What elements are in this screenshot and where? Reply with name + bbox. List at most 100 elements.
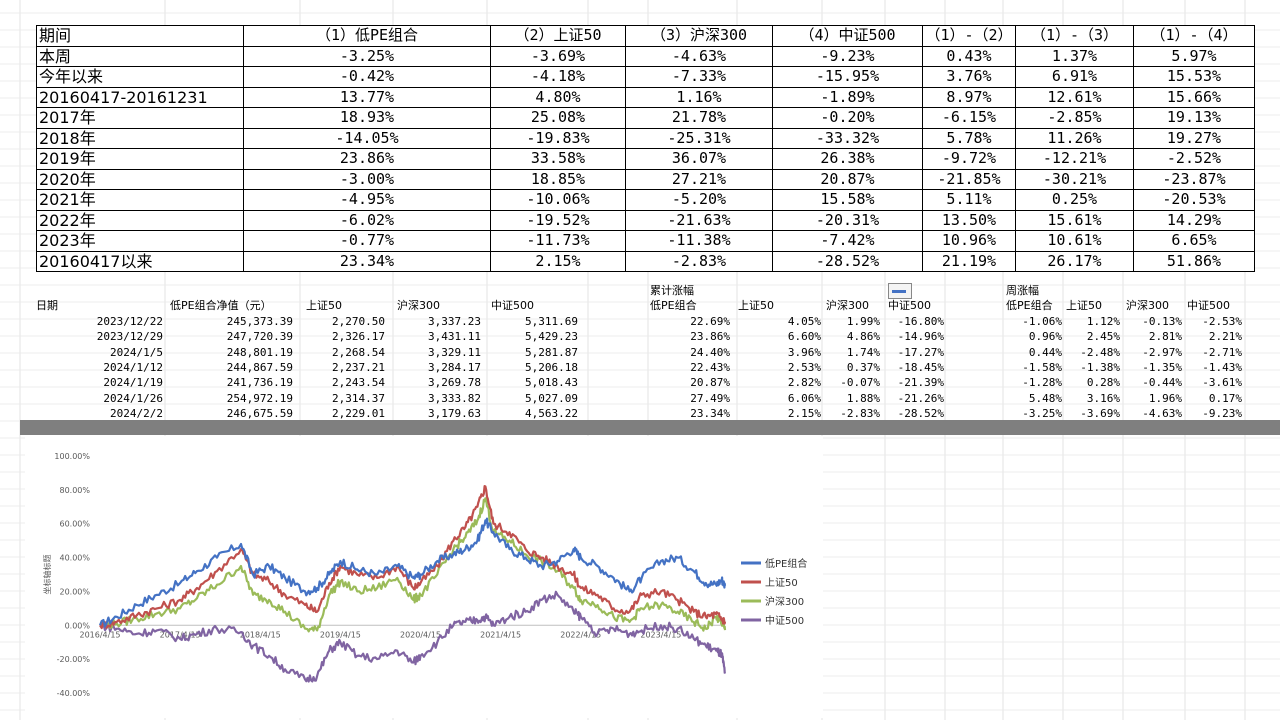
return-cell[interactable]: 1.37% xyxy=(1015,45,1134,67)
detail-value-cell[interactable]: -2.97% xyxy=(1142,345,1182,359)
detail-value-cell[interactable]: 3,431.11 xyxy=(428,330,481,344)
detail-value-cell[interactable]: -2.71% xyxy=(1202,345,1242,359)
chart-filter-icon[interactable] xyxy=(888,283,912,299)
detail-value-cell[interactable]: -1.58% xyxy=(1022,360,1062,374)
detail-date-cell[interactable]: 2023/12/29 xyxy=(96,330,163,344)
return-cell[interactable]: 5.78% xyxy=(922,127,1016,149)
return-cell[interactable]: 3.76% xyxy=(922,66,1016,88)
detail-header-cell[interactable]: 沪深300 xyxy=(397,299,440,312)
return-cell[interactable]: -1.89% xyxy=(772,86,923,108)
detail-value-cell[interactable]: 3.96% xyxy=(787,345,821,359)
detail-value-cell[interactable]: 3,329.11 xyxy=(428,345,481,359)
detail-value-cell[interactable]: 22.43% xyxy=(690,360,730,374)
period-cell[interactable]: 20160417以来 xyxy=(36,250,244,272)
return-cell[interactable]: -9.23% xyxy=(772,45,923,67)
detail-value-cell[interactable]: 5,206.18 xyxy=(525,360,578,374)
period-cell[interactable]: 2017年 xyxy=(36,107,244,129)
return-cell[interactable]: 27.21% xyxy=(625,168,773,190)
detail-value-cell[interactable]: -1.28% xyxy=(1022,376,1062,390)
return-cell[interactable]: -2.85% xyxy=(1015,107,1134,129)
detail-value-cell[interactable]: 247,720.39 xyxy=(226,330,293,344)
detail-value-cell[interactable]: 22.69% xyxy=(690,315,730,328)
detail-date-cell[interactable]: 2023/12/22 xyxy=(96,315,163,328)
period-cell[interactable]: 20160417-20161231 xyxy=(36,86,244,108)
return-cell[interactable]: -20.53% xyxy=(1133,189,1255,211)
detail-value-cell[interactable]: 254,972.19 xyxy=(226,391,293,405)
return-cell[interactable]: 1.16% xyxy=(625,86,773,108)
detail-value-cell[interactable]: 3,333.82 xyxy=(428,391,481,405)
detail-value-cell[interactable]: 2,237.21 xyxy=(332,360,385,374)
period-cell[interactable]: 2019年 xyxy=(36,148,244,170)
return-cell[interactable]: -21.85% xyxy=(922,168,1016,190)
detail-value-cell[interactable]: 3.16% xyxy=(1086,391,1120,405)
return-cell[interactable]: 6.65% xyxy=(1133,230,1255,252)
return-cell[interactable]: 10.61% xyxy=(1015,230,1134,252)
detail-header-cell[interactable]: 上证50 xyxy=(1066,299,1102,312)
return-cell[interactable]: -14.05% xyxy=(243,127,491,149)
detail-value-cell[interactable]: 5,311.69 xyxy=(525,315,578,328)
return-cell[interactable]: 21.19% xyxy=(922,250,1016,272)
detail-value-cell[interactable]: 2.53% xyxy=(787,360,821,374)
detail-value-cell[interactable]: -0.07% xyxy=(840,376,880,390)
detail-value-cell[interactable]: 0.17% xyxy=(1208,391,1242,405)
detail-value-cell[interactable]: 5,027.09 xyxy=(525,391,578,405)
period-cell[interactable]: 2023年 xyxy=(36,230,244,252)
return-cell[interactable]: 11.26% xyxy=(1015,127,1134,149)
detail-date-cell[interactable]: 2024/1/12 xyxy=(103,360,163,374)
period-cell[interactable]: 本周 xyxy=(36,45,244,67)
return-cell[interactable]: -19.83% xyxy=(490,127,626,149)
detail-date-cell[interactable]: 2024/1/19 xyxy=(103,376,163,390)
return-cell[interactable]: -2.83% xyxy=(625,250,773,272)
detail-value-cell[interactable]: 2.15% xyxy=(787,406,821,420)
detail-value-cell[interactable]: 1.74% xyxy=(846,345,880,359)
detail-header-cell[interactable]: 中证500 xyxy=(1187,299,1230,312)
return-cell[interactable]: 18.93% xyxy=(243,107,491,129)
detail-header-cell[interactable]: 上证50 xyxy=(738,299,774,312)
detail-value-cell[interactable]: 5,429.23 xyxy=(525,330,578,344)
return-cell[interactable]: 6.91% xyxy=(1015,66,1134,88)
return-cell[interactable]: -15.95% xyxy=(772,66,923,88)
return-cell[interactable]: -4.95% xyxy=(243,189,491,211)
return-cell[interactable]: -20.31% xyxy=(772,209,923,231)
detail-value-cell[interactable]: 2,270.50 xyxy=(332,315,385,328)
detail-value-cell[interactable]: -0.13% xyxy=(1142,315,1182,328)
detail-header-cell[interactable]: 中证500 xyxy=(888,299,931,312)
return-cell[interactable]: 20.87% xyxy=(772,168,923,190)
detail-value-cell[interactable]: 1.12% xyxy=(1086,315,1120,328)
return-cell[interactable]: 21.78% xyxy=(625,107,773,129)
detail-value-cell[interactable]: 0.28% xyxy=(1086,376,1120,390)
detail-header-cell[interactable]: 中证500 xyxy=(491,299,534,312)
cumulative-group-label[interactable]: 累计涨幅 xyxy=(650,284,694,297)
return-cell[interactable]: 14.29% xyxy=(1133,209,1255,231)
detail-value-cell[interactable]: 3,337.23 xyxy=(428,315,481,328)
detail-value-cell[interactable]: 2,229.01 xyxy=(332,406,385,420)
return-cell[interactable]: （4）中证500 xyxy=(772,25,923,47)
return-cell[interactable]: 0.43% xyxy=(922,45,1016,67)
detail-value-cell[interactable]: 5,018.43 xyxy=(525,376,578,390)
detail-value-cell[interactable]: -3.69% xyxy=(1080,406,1120,420)
detail-header-cell[interactable]: 低PE组合 xyxy=(650,299,697,312)
return-cell[interactable]: 13.50% xyxy=(922,209,1016,231)
detail-value-cell[interactable]: 0.44% xyxy=(1028,345,1062,359)
detail-value-cell[interactable]: -1.38% xyxy=(1080,360,1120,374)
return-cell[interactable]: -0.42% xyxy=(243,66,491,88)
return-cell[interactable]: -0.77% xyxy=(243,230,491,252)
detail-value-cell[interactable]: -17.27% xyxy=(897,345,944,359)
detail-value-cell[interactable]: -28.52% xyxy=(897,406,944,420)
return-cell[interactable]: -11.73% xyxy=(490,230,626,252)
detail-value-cell[interactable]: -18.45% xyxy=(897,360,944,374)
detail-value-cell[interactable]: 0.96% xyxy=(1028,330,1062,344)
return-cell[interactable]: -23.87% xyxy=(1133,168,1255,190)
return-cell[interactable]: 25.08% xyxy=(490,107,626,129)
period-cell[interactable]: 期间 xyxy=(36,25,244,47)
return-cell[interactable]: 4.80% xyxy=(490,86,626,108)
detail-value-cell[interactable]: 3,179.63 xyxy=(428,406,481,420)
return-cell[interactable]: 2.15% xyxy=(490,250,626,272)
detail-value-cell[interactable]: -2.53% xyxy=(1202,315,1242,328)
detail-value-cell[interactable]: 6.06% xyxy=(787,391,821,405)
detail-date-cell[interactable]: 2024/1/5 xyxy=(110,345,163,359)
return-cell[interactable]: -5.20% xyxy=(625,189,773,211)
detail-value-cell[interactable]: 24.40% xyxy=(690,345,730,359)
detail-date-cell[interactable]: 2024/2/2 xyxy=(110,406,163,420)
return-cell[interactable]: 15.53% xyxy=(1133,66,1255,88)
